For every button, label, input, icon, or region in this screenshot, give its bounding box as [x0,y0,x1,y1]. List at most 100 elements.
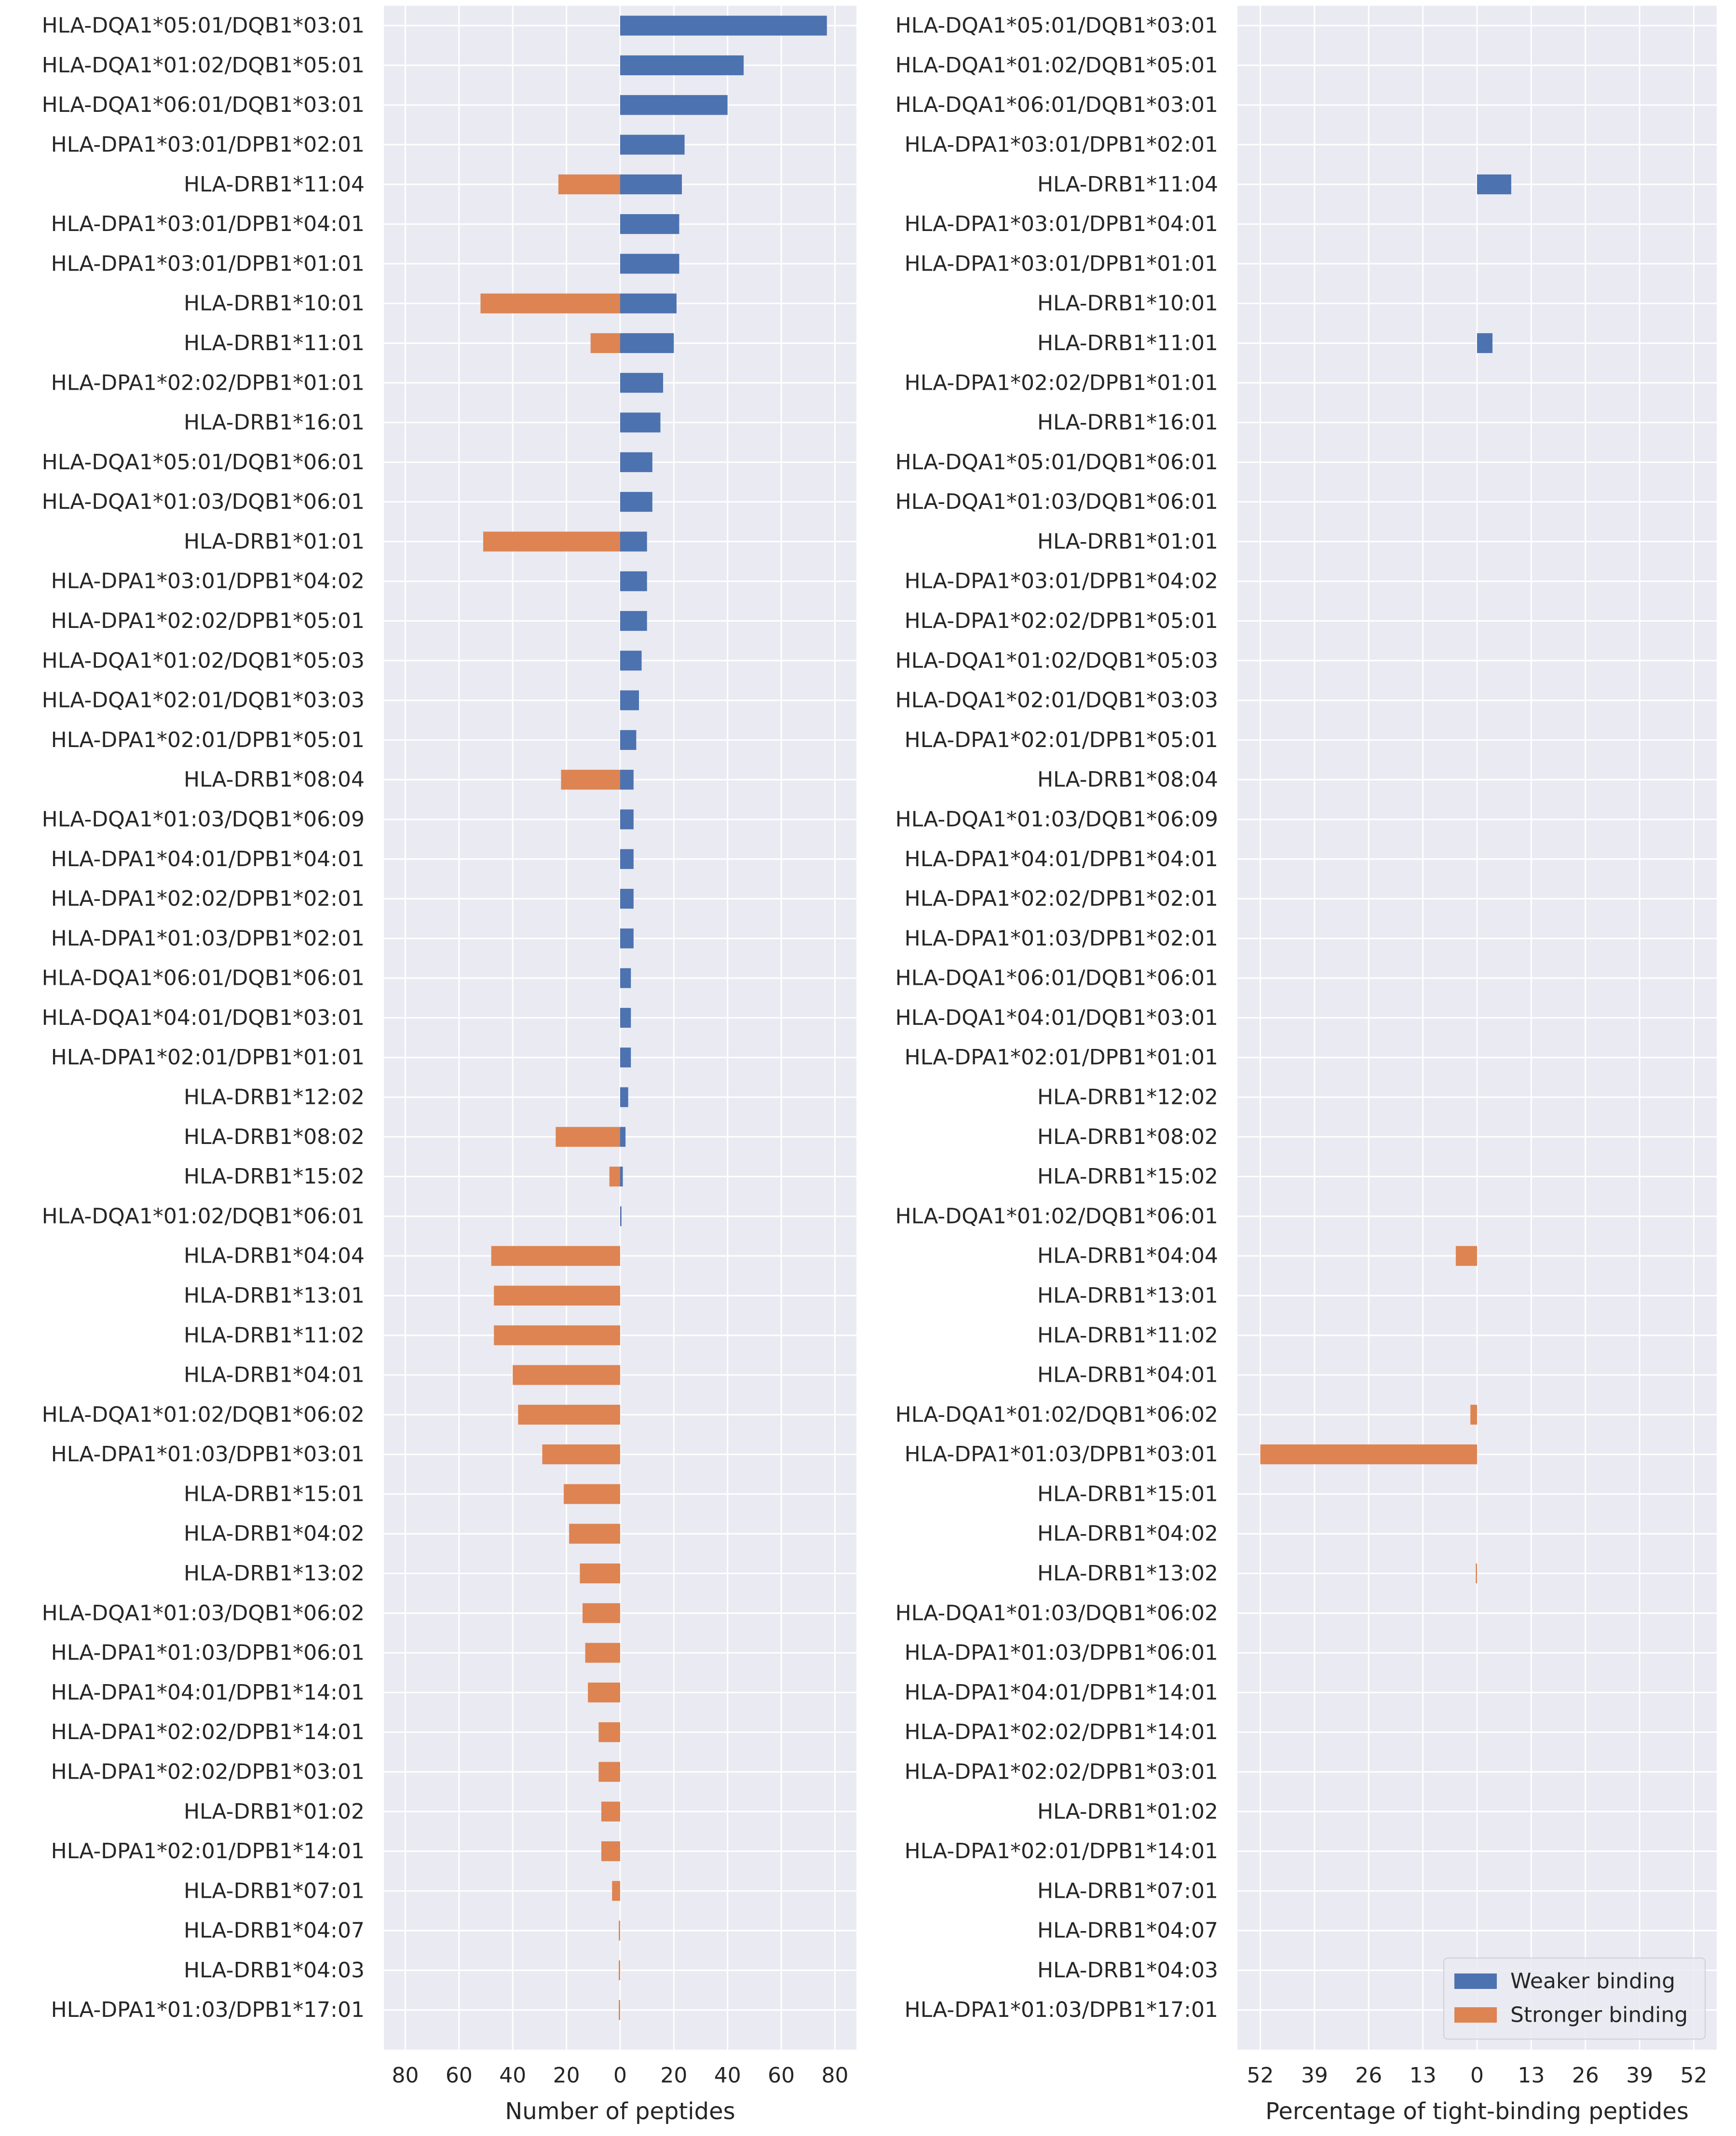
y-tick-label: HLA-DPA1*01:03/DPB1*06:01 [905,1641,1218,1665]
y-tick-label: HLA-DQA1*01:03/DQB1*06:01 [42,490,365,514]
x-tick-label: 26 [1355,2063,1382,2088]
y-tick-label: HLA-DQA1*04:01/DQB1*03:01 [42,1006,365,1030]
x-tick-label: 20 [553,2063,580,2088]
y-tick-label: HLA-DRB1*08:02 [184,1125,365,1149]
y-tick-label: HLA-DPA1*01:03/DPB1*02:01 [905,926,1218,951]
y-tick-label: HLA-DRB1*08:02 [1037,1125,1218,1149]
y-tick-label: HLA-DRB1*10:01 [184,291,365,316]
y-tick-label: HLA-DPA1*01:03/DPB1*06:01 [51,1641,365,1665]
y-tick-label: HLA-DQA1*05:01/DQB1*06:01 [42,450,365,475]
panel-2: HLA-DQA1*05:01/DQB1*03:01 HLA-DQA1*01:02/… [895,6,1717,2125]
y-tick-label: HLA-DRB1*01:01 [184,529,365,554]
bar-stronger-binding [564,1484,620,1504]
x-axis-label: Percentage of tight-binding peptides [1265,2098,1689,2125]
bar-stronger-binding [558,174,620,194]
y-tick-label: HLA-DQA1*02:01/DQB1*03:03 [42,688,365,713]
bar-weaker-binding [620,333,674,354]
y-tick-label: HLA-DRB1*04:02 [1037,1522,1218,1546]
y-tick-label: HLA-DQA1*05:01/DQB1*03:01 [42,14,365,38]
y-tick-label: HLA-DRB1*16:01 [1037,410,1218,435]
bar-weaker-binding [620,531,647,552]
y-tick-label: HLA-DRB1*01:02 [184,1799,365,1824]
y-tick-label: HLA-DPA1*03:01/DPB1*02:01 [905,133,1218,157]
y-tick-label: HLA-DPA1*03:01/DPB1*01:01 [51,251,365,276]
bar-weaker-binding [620,770,634,790]
panel-1: HLA-DQA1*05:01/DQB1*03:01 HLA-DQA1*01:02/… [42,6,856,2125]
bar-weaker-binding [620,888,634,909]
bar-weaker-binding [620,968,631,988]
x-tick-label: 0 [1470,2063,1484,2088]
y-tick-label: HLA-DQA1*05:01/DQB1*03:01 [895,14,1218,38]
x-tick-label: 39 [1301,2063,1328,2088]
y-tick-label: HLA-DQA1*04:01/DQB1*03:01 [895,1006,1218,1030]
y-tick-label: HLA-DPA1*01:03/DPB1*02:01 [51,926,365,951]
bar-weaker-binding [620,412,661,433]
y-tick-label: HLA-DPA1*02:02/DPB1*05:01 [905,609,1218,633]
bar-weaker-binding [620,492,652,512]
y-tick-label: HLA-DQA1*05:01/DQB1*06:01 [895,450,1218,475]
y-tick-label: HLA-DPA1*02:01/DPB1*01:01 [905,1045,1218,1070]
legend-swatch [1454,1973,1497,1989]
bar-weaker-binding [620,690,639,710]
y-tick-label: HLA-DRB1*04:01 [1037,1363,1218,1388]
bar-stronger-binding [601,1841,620,1862]
y-tick-label: HLA-DQA1*01:03/DQB1*06:09 [42,807,365,831]
y-tick-label: HLA-DQA1*01:03/DQB1*06:02 [895,1601,1218,1625]
y-tick-label: HLA-DRB1*04:07 [184,1918,365,1943]
y-tick-label: HLA-DQA1*01:02/DQB1*06:02 [895,1402,1218,1427]
bar-stronger-binding [494,1325,620,1346]
bar-stronger-binding [619,1960,620,1980]
x-tick-label: 40 [499,2063,526,2088]
bar-weaker-binding [620,174,682,194]
bar-stronger-binding [1455,1246,1477,1266]
y-tick-label: HLA-DPA1*03:01/DPB1*04:02 [905,569,1218,594]
y-tick-label: HLA-DRB1*12:02 [1037,1085,1218,1110]
legend-swatch [1454,2007,1497,2023]
y-tick-label: HLA-DQA1*01:03/DQB1*06:02 [42,1601,365,1625]
bar-weaker-binding [620,1127,626,1147]
y-tick-label: HLA-DPA1*03:01/DPB1*04:01 [51,212,365,236]
x-tick-label: 80 [821,2063,848,2088]
y-tick-label: HLA-DPA1*03:01/DPB1*04:01 [905,212,1218,236]
x-tick-label: 60 [768,2063,795,2088]
bar-weaker-binding [620,254,679,274]
y-tick-label: HLA-DRB1*08:04 [1037,767,1218,792]
bar-weaker-binding [620,611,647,631]
y-tick-label: HLA-DQA1*06:01/DQB1*03:01 [42,93,365,117]
bar-stronger-binding [580,1563,620,1584]
bar-stronger-binding [619,2000,620,2020]
y-tick-label: HLA-DRB1*11:04 [1037,172,1218,197]
y-tick-label: HLA-DPA1*02:01/DPB1*05:01 [905,728,1218,752]
bar-stronger-binding [601,1801,620,1822]
x-tick-label: 39 [1626,2063,1653,2088]
bar-weaker-binding [620,849,634,869]
bar-stronger-binding [1476,1563,1477,1584]
bar-weaker-binding [1477,333,1492,354]
y-tick-label: HLA-DPA1*04:01/DPB1*14:01 [51,1680,365,1705]
bar-weaker-binding [620,1206,622,1226]
bar-stronger-binding [583,1603,620,1623]
y-tick-label: HLA-DPA1*02:02/DPB1*02:01 [51,886,365,911]
y-tick-label: HLA-DRB1*13:01 [1037,1283,1218,1308]
y-tick-label: HLA-DQA1*06:01/DQB1*06:01 [42,966,365,991]
y-tick-label: HLA-DRB1*15:01 [184,1482,365,1506]
bar-stronger-binding [518,1404,620,1425]
y-tick-label: HLA-DRB1*12:02 [184,1085,365,1110]
y-tick-label: HLA-DQA1*01:02/DQB1*05:03 [42,648,365,673]
x-tick-label: 52 [1247,2063,1274,2088]
bar-stronger-binding [598,1762,620,1782]
y-tick-label: HLA-DPA1*02:02/DPB1*14:01 [905,1720,1218,1744]
y-tick-label: HLA-DRB1*15:02 [1037,1164,1218,1189]
y-tick-label: HLA-DQA1*02:01/DQB1*03:03 [895,688,1218,713]
y-tick-label: HLA-DRB1*13:01 [184,1283,365,1308]
y-tick-label: HLA-DRB1*07:01 [184,1878,365,1903]
y-tick-label: HLA-DQA1*01:02/DQB1*06:01 [42,1204,365,1228]
x-tick-label: 52 [1680,2063,1707,2088]
bar-weaker-binding [620,452,652,472]
y-tick-label: HLA-DRB1*15:01 [1037,1482,1218,1506]
bar-stronger-binding [590,333,620,354]
bar-weaker-binding [620,135,685,155]
x-tick-label: 20 [660,2063,687,2088]
